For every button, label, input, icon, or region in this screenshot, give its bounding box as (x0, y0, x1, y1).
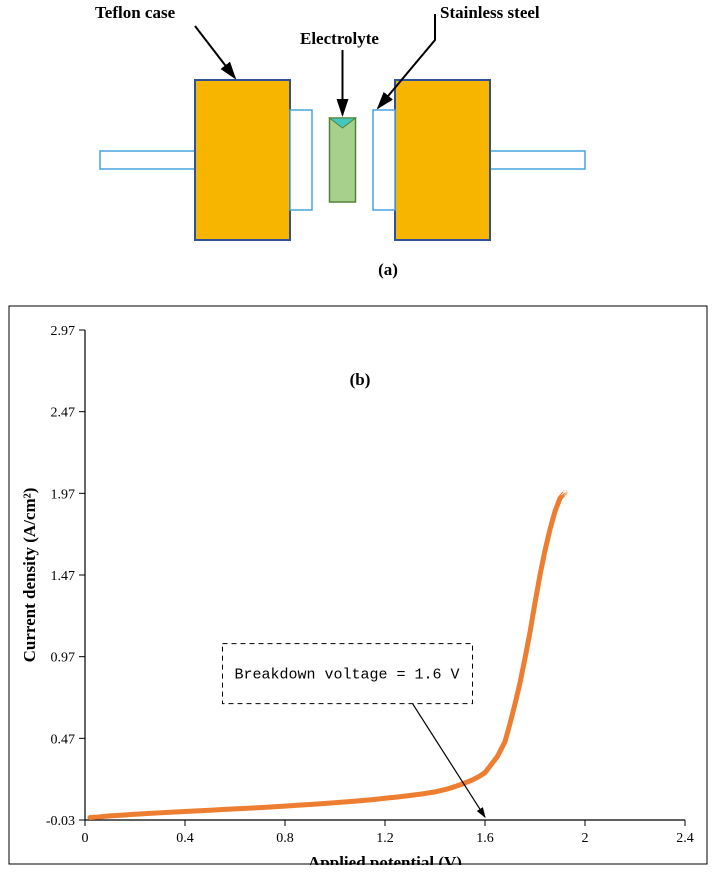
xtick-label: 0.4 (176, 831, 194, 846)
caption-b: (b) (350, 370, 371, 389)
diagram-a: Teflon case Electrolyte Stainless steel (a) (40, 0, 660, 300)
ytick-label: -0.03 (46, 814, 75, 829)
chart-border (9, 306, 707, 864)
xtick-label: 0.8 (276, 831, 294, 846)
ytick-label: 2.97 (51, 324, 76, 339)
ytick-label: 0.97 (51, 651, 76, 666)
y-axis-label: Current density (A/cm²) (20, 488, 39, 663)
annotation-arrow (413, 704, 486, 818)
xtick-label: 1.6 (476, 831, 494, 846)
label-stainless: Stainless steel (440, 3, 540, 22)
ytick-label: 0.47 (51, 732, 76, 747)
ytick-label: 1.97 (51, 487, 76, 502)
series-line (90, 493, 565, 818)
ytick-label: 1.47 (51, 569, 76, 584)
label-electrolyte: Electrolyte (300, 29, 379, 48)
xtick-label: 0 (82, 831, 89, 846)
x-axis-label: Applied potential (V) (308, 853, 462, 865)
caption-a: (a) (378, 260, 398, 279)
ytick-label: 2.47 (51, 406, 76, 421)
chart-b: 0 0.4 0.8 1.2 1.6 2 2.4 -0.03 0.47 0.97 1.47 1.97 2.… (8, 305, 708, 865)
annotation-text: Breakdown voltage = 1.6 V (235, 667, 460, 684)
xtick-label: 1.2 (376, 831, 394, 846)
end-marker: ✳ (559, 486, 571, 501)
xtick-label: 2 (582, 831, 589, 846)
label-teflon: Teflon case (95, 3, 176, 22)
xtick-label: 2.4 (676, 831, 694, 846)
